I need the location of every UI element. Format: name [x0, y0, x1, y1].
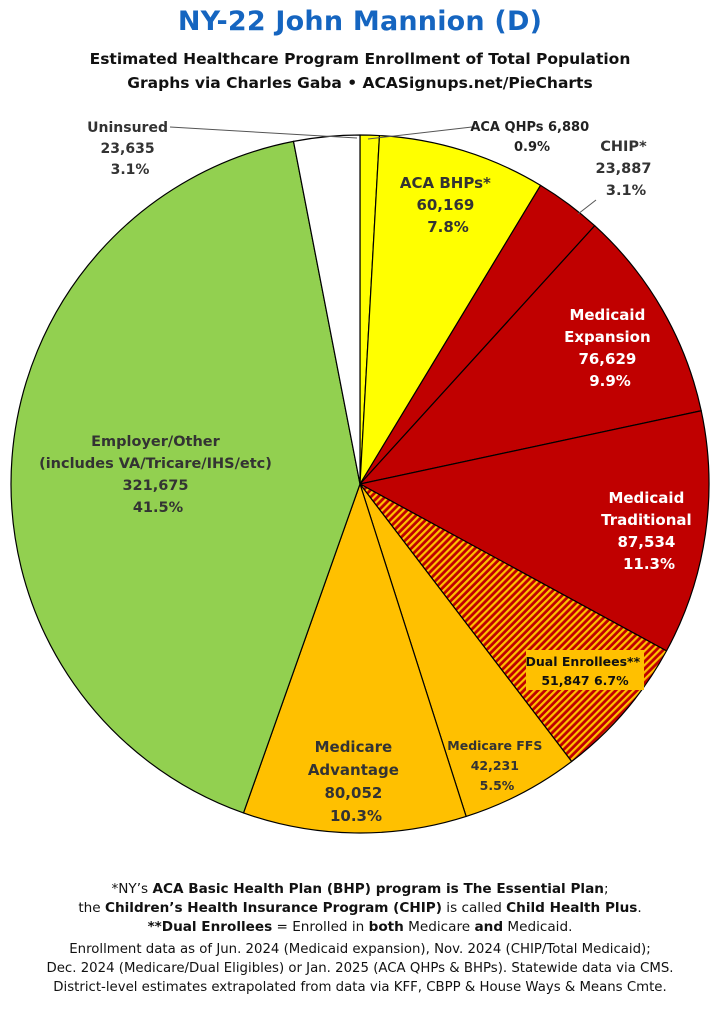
source-line-3: District-level estimates extrapolated fr…: [53, 980, 667, 995]
label-medicare-advantage: Medicare Advantage 80,052 10.3%: [308, 738, 404, 825]
uninsured-leader-line: [169, 126, 358, 139]
dual-enrollees-label-box: [526, 650, 644, 690]
label-medicaid-expansion: Medicaid Expansion 76,629 9.9%: [564, 306, 656, 390]
slice-medicaid-traditional: [359, 410, 710, 652]
label-medicaid-traditional: Medicaid Traditional 87,534 11.3%: [601, 489, 697, 573]
slice-medicare-advantage: [242, 483, 467, 834]
footnote-definitions: *NY’s ACA Basic Health Plan (BHP) progra…: [0, 880, 720, 937]
source-line-1: Enrollment data as of Jun. 2024 (Medicai…: [69, 942, 651, 957]
chart-subtitle: Estimated Healthcare Program Enrollment …: [89, 50, 631, 68]
aca-qhps-leader-line: [367, 126, 473, 140]
footnote-line-1: *NY’s ACA Basic Health Plan (BHP) progra…: [111, 881, 609, 897]
label-employer-other: Employer/Other (includes VA/Tricare/IHS/…: [39, 434, 277, 516]
label-uninsured: Uninsured 23,635 3.1%: [87, 120, 173, 178]
footnote-sources: Enrollment data as of Jun. 2024 (Medicai…: [0, 940, 720, 997]
label-aca-bhps: ACA BHPs* 60,169 7.8%: [400, 174, 496, 236]
slice-aca-bhps: [359, 134, 542, 485]
footnote-line-3: **Dual Enrollees = Enrolled in both Medi…: [147, 919, 573, 935]
label-chip: CHIP* 23,887 3.1%: [595, 139, 656, 199]
label-medicare-ffs: Medicare FFS 42,231 5.5%: [447, 738, 546, 793]
footnote-line-2: the Children’s Health Insurance Program …: [78, 900, 642, 916]
label-dual-enrollees: Dual Enrollees** 51,847 6.7%: [526, 654, 645, 688]
chip-leader-line: [577, 199, 597, 215]
slice-dual-enrollees: [359, 483, 668, 763]
slice-medicaid-expansion: [359, 225, 702, 485]
source-line-2: Dec. 2024 (Medicare/Dual Eligibles) or J…: [46, 961, 674, 976]
label-aca-qhps: ACA QHPs 6,880 0.9%: [470, 120, 593, 155]
pie-chart: Uninsured 23,635 3.1% ACA QHPs 6,880 0.9…: [10, 120, 710, 834]
pie-slices: [10, 134, 710, 834]
chart-credit: Graphs via Charles Gaba • ACASignups.net…: [127, 74, 593, 92]
slice-employer-other: [10, 140, 361, 814]
chart-title: NY-22 John Mannion (D): [177, 6, 543, 37]
